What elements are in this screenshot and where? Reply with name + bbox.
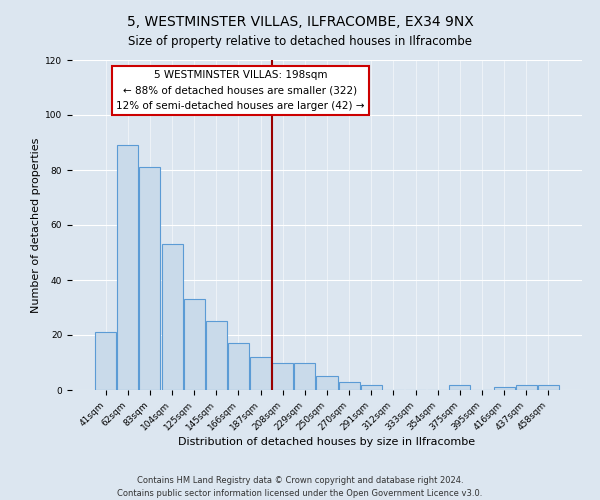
Text: Contains HM Land Registry data © Crown copyright and database right 2024.
Contai: Contains HM Land Registry data © Crown c… [118, 476, 482, 498]
Bar [515, 384, 536, 390]
X-axis label: Distribution of detached houses by size in Ilfracombe: Distribution of detached houses by size … [178, 438, 476, 448]
Bar [184, 299, 205, 390]
Text: 5, WESTMINSTER VILLAS, ILFRACOMBE, EX34 9NX: 5, WESTMINSTER VILLAS, ILFRACOMBE, EX34 … [127, 15, 473, 29]
Bar [538, 384, 559, 390]
Text: Size of property relative to detached houses in Ilfracombe: Size of property relative to detached ho… [128, 35, 472, 48]
Bar [361, 384, 382, 390]
Text: 5 WESTMINSTER VILLAS: 198sqm
← 88% of detached houses are smaller (322)
12% of s: 5 WESTMINSTER VILLAS: 198sqm ← 88% of de… [116, 70, 365, 111]
Bar [250, 357, 271, 390]
Bar [338, 382, 359, 390]
Bar [449, 384, 470, 390]
Bar [295, 362, 316, 390]
Bar [118, 145, 139, 390]
Bar [206, 322, 227, 390]
Bar [316, 376, 338, 390]
Bar [95, 332, 116, 390]
Bar [228, 343, 249, 390]
Bar [139, 167, 160, 390]
Bar [494, 387, 515, 390]
Bar [161, 244, 182, 390]
Y-axis label: Number of detached properties: Number of detached properties [31, 138, 41, 312]
Bar [272, 362, 293, 390]
